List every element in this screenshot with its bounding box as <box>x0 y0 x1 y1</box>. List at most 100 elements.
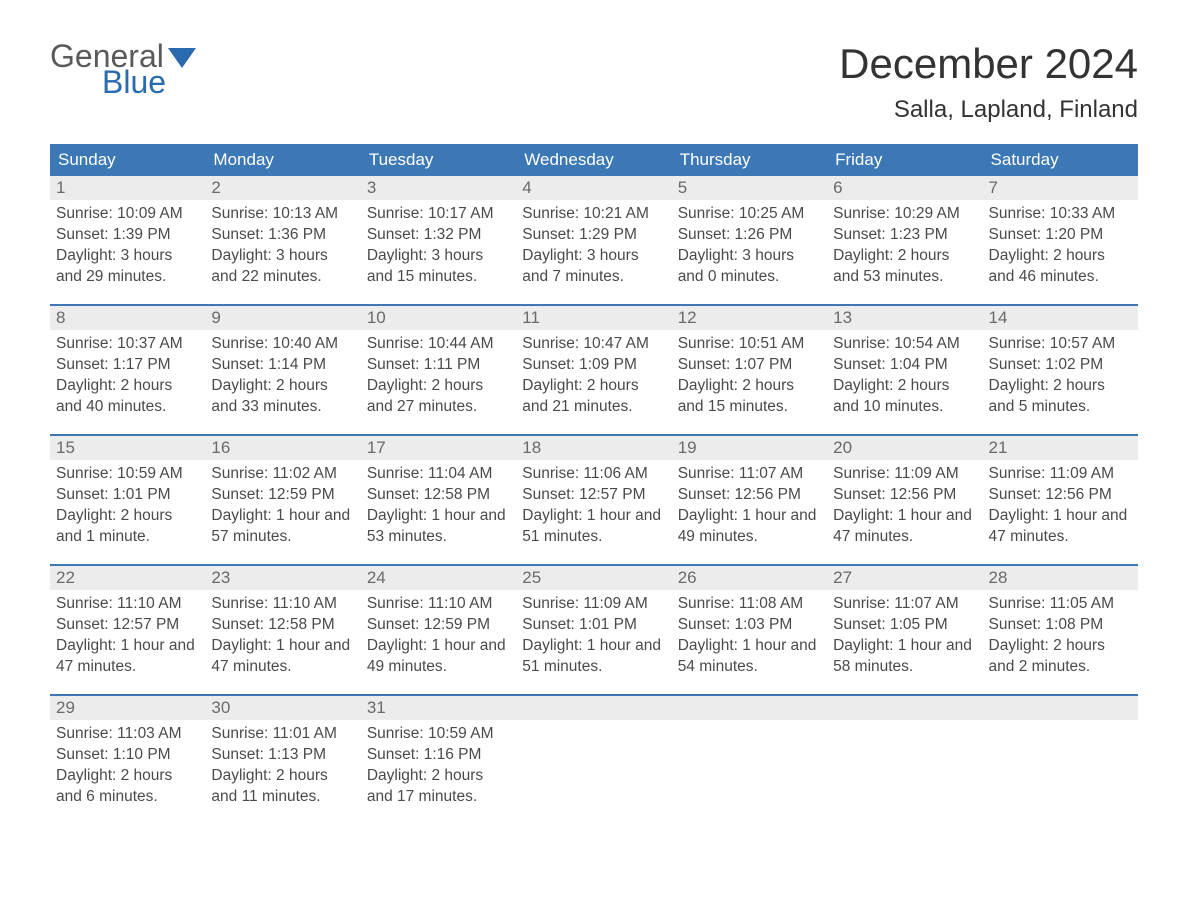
sunset-text: Sunset: 1:20 PM <box>989 225 1132 246</box>
calendar-day: 27 Sunrise: 11:07 AMSunset: 1:05 PMDaylig… <box>827 566 982 694</box>
calendar-day: 3Sunrise: 10:17 AMSunset: 1:32 PMDayligh… <box>361 176 516 304</box>
calendar-day: 5Sunrise: 10:25 AMSunset: 1:26 PMDayligh… <box>672 176 827 304</box>
sunset-text: Sunset: 1:01 PM <box>56 485 199 506</box>
calendar-day: 25Sunrise: 11:09 AMSunset: 1:01 PMDaylig… <box>516 566 671 694</box>
calendar-day: 13Sunrise: 10:54 AMSunset: 1:04 PMDaylig… <box>827 306 982 434</box>
calendar-day: 19 Sunrise: 11:07 AMSunset: 12:56 PMDayli… <box>672 436 827 564</box>
day-number: 29 <box>50 696 205 720</box>
day-number: 7 <box>983 176 1138 200</box>
daylight-text: Daylight: 1 hour and 51 minutes. <box>522 506 665 548</box>
day-number: 26 <box>672 566 827 590</box>
day-details: Sunrise: 11:09 AMSunset: 12:56 PMDayligh… <box>983 460 1138 556</box>
day-details: Sunrise: 10:13 AMSunset: 1:36 PMDaylight… <box>205 200 360 296</box>
sunset-text: Sunset: 12:56 PM <box>833 485 976 506</box>
sunrise-text: Sunrise: 11:07 AM <box>678 464 821 485</box>
calendar-day <box>827 696 982 824</box>
calendar-week: 22Sunrise: 11:10 AMSunset: 12:57 PMDayli… <box>50 564 1138 694</box>
daylight-text: Daylight: 1 hour and 51 minutes. <box>522 636 665 678</box>
day-number: 12 <box>672 306 827 330</box>
calendar-day: 24Sunrise: 11:10 AMSunset: 12:59 PMDayli… <box>361 566 516 694</box>
daylight-text: Daylight: 1 hour and 58 minutes. <box>833 636 976 678</box>
daylight-text: Daylight: 3 hours and 15 minutes. <box>367 246 510 288</box>
day-details <box>983 720 1138 732</box>
day-details: Sunrise: 10:29 AMSunset: 1:23 PMDaylight… <box>827 200 982 296</box>
sunset-text: Sunset: 12:56 PM <box>989 485 1132 506</box>
day-number: 27 <box>827 566 982 590</box>
calendar-day: 31Sunrise: 10:59 AMSunset: 1:16 PMDaylig… <box>361 696 516 824</box>
daylight-text: Daylight: 1 hour and 47 minutes. <box>56 636 199 678</box>
day-details: Sunrise: 10:54 AMSunset: 1:04 PMDaylight… <box>827 330 982 426</box>
calendar-day: 23Sunrise: 11:10 AMSunset: 12:58 PMDayli… <box>205 566 360 694</box>
daylight-text: Daylight: 2 hours and 21 minutes. <box>522 376 665 418</box>
calendar-day: 18Sunrise: 11:06 AMSunset: 12:57 PMDayli… <box>516 436 671 564</box>
day-number: 22 <box>50 566 205 590</box>
daylight-text: Daylight: 2 hours and 40 minutes. <box>56 376 199 418</box>
day-number: 16 <box>205 436 360 460</box>
weekday-header: Wednesday <box>516 144 671 176</box>
calendar: SundayMondayTuesdayWednesdayThursdayFrid… <box>50 144 1138 824</box>
daylight-text: Daylight: 2 hours and 10 minutes. <box>833 376 976 418</box>
calendar-day <box>672 696 827 824</box>
sunset-text: Sunset: 12:56 PM <box>678 485 821 506</box>
sunset-text: Sunset: 1:11 PM <box>367 355 510 376</box>
sunrise-text: Sunrise: 10:13 AM <box>211 204 354 225</box>
sunset-text: Sunset: 12:59 PM <box>367 615 510 636</box>
daylight-text: Daylight: 2 hours and 2 minutes. <box>989 636 1132 678</box>
day-number <box>827 696 982 720</box>
sunrise-text: Sunrise: 10:59 AM <box>367 724 510 745</box>
daylight-text: Daylight: 3 hours and 7 minutes. <box>522 246 665 288</box>
calendar-day: 22Sunrise: 11:10 AMSunset: 12:57 PMDayli… <box>50 566 205 694</box>
day-details: Sunrise: 11:02 AMSunset: 12:59 PMDayligh… <box>205 460 360 556</box>
sunrise-text: Sunrise: 10:44 AM <box>367 334 510 355</box>
sunset-text: Sunset: 1:01 PM <box>522 615 665 636</box>
sunset-text: Sunset: 1:02 PM <box>989 355 1132 376</box>
day-number: 24 <box>361 566 516 590</box>
sunrise-text: Sunrise: 11:09 AM <box>522 594 665 615</box>
daylight-text: Daylight: 1 hour and 47 minutes. <box>833 506 976 548</box>
day-number: 25 <box>516 566 671 590</box>
sunrise-text: Sunrise: 10:47 AM <box>522 334 665 355</box>
day-details: Sunrise: 10:37 AMSunset: 1:17 PMDaylight… <box>50 330 205 426</box>
logo-text-blue: Blue <box>102 66 196 98</box>
day-details: Sunrise: 10:21 AMSunset: 1:29 PMDaylight… <box>516 200 671 296</box>
sunrise-text: Sunrise: 11:07 AM <box>833 594 976 615</box>
daylight-text: Daylight: 1 hour and 49 minutes. <box>678 506 821 548</box>
header: General Blue December 2024 Salla, Laplan… <box>50 40 1138 124</box>
location-text: Salla, Lapland, Finland <box>839 96 1138 124</box>
day-details: Sunrise: 10:25 AMSunset: 1:26 PMDaylight… <box>672 200 827 296</box>
day-details: Sunrise: 11:09 AMSunset: 1:01 PMDaylight… <box>516 590 671 686</box>
calendar-day: 8Sunrise: 10:37 AMSunset: 1:17 PMDayligh… <box>50 306 205 434</box>
calendar-day: 21Sunrise: 11:09 AMSunset: 12:56 PMDayli… <box>983 436 1138 564</box>
day-number: 30 <box>205 696 360 720</box>
sunrise-text: Sunrise: 11:05 AM <box>989 594 1132 615</box>
sunrise-text: Sunrise: 11:09 AM <box>989 464 1132 485</box>
sunset-text: Sunset: 1:17 PM <box>56 355 199 376</box>
day-number: 13 <box>827 306 982 330</box>
sunset-text: Sunset: 1:14 PM <box>211 355 354 376</box>
day-details: Sunrise: 11:04 AMSunset: 12:58 PMDayligh… <box>361 460 516 556</box>
daylight-text: Daylight: 2 hours and 6 minutes. <box>56 766 199 808</box>
calendar-week: 15Sunrise: 10:59 AMSunset: 1:01 PMDaylig… <box>50 434 1138 564</box>
calendar-day: 20Sunrise: 11:09 AMSunset: 12:56 PMDayli… <box>827 436 982 564</box>
sunset-text: Sunset: 12:59 PM <box>211 485 354 506</box>
sunset-text: Sunset: 1:03 PM <box>678 615 821 636</box>
day-number: 3 <box>361 176 516 200</box>
calendar-day: 2Sunrise: 10:13 AMSunset: 1:36 PMDayligh… <box>205 176 360 304</box>
daylight-text: Daylight: 1 hour and 47 minutes. <box>211 636 354 678</box>
sunset-text: Sunset: 1:05 PM <box>833 615 976 636</box>
day-number: 20 <box>827 436 982 460</box>
sunset-text: Sunset: 1:07 PM <box>678 355 821 376</box>
sunset-text: Sunset: 1:09 PM <box>522 355 665 376</box>
calendar-week: 8Sunrise: 10:37 AMSunset: 1:17 PMDayligh… <box>50 304 1138 434</box>
day-details: Sunrise: 11:10 AMSunset: 12:57 PMDayligh… <box>50 590 205 686</box>
day-number: 21 <box>983 436 1138 460</box>
sunset-text: Sunset: 1:08 PM <box>989 615 1132 636</box>
calendar-day: 7Sunrise: 10:33 AMSunset: 1:20 PMDayligh… <box>983 176 1138 304</box>
day-number: 19 <box>672 436 827 460</box>
sunrise-text: Sunrise: 11:01 AM <box>211 724 354 745</box>
weekday-header: Tuesday <box>361 144 516 176</box>
page-title: December 2024 <box>839 40 1138 88</box>
sunrise-text: Sunrise: 10:59 AM <box>56 464 199 485</box>
daylight-text: Daylight: 3 hours and 22 minutes. <box>211 246 354 288</box>
day-details <box>827 720 982 732</box>
